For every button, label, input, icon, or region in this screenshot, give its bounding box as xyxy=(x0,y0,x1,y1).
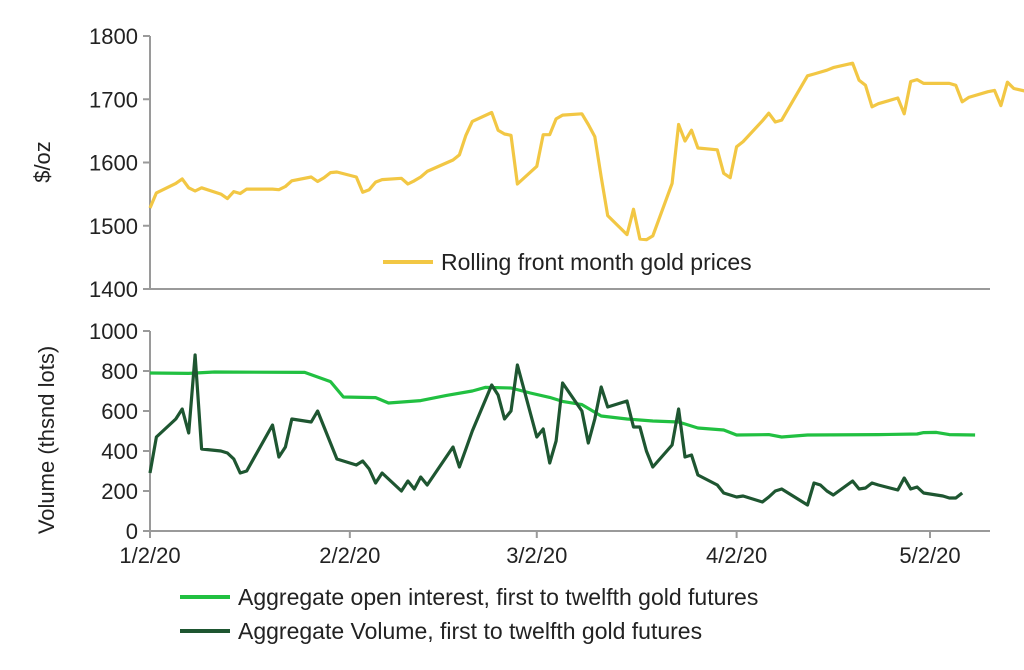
top-y-tick-label: 1800 xyxy=(89,24,138,49)
bottom-y-ticks: 0 200 400 600 800 1000 xyxy=(89,319,150,544)
bottom-y-tick-label: 0 xyxy=(126,519,138,544)
bottom-y-tick-label: 1000 xyxy=(89,319,138,344)
series-line-volume xyxy=(148,353,964,507)
bottom-x-ticks: 1/2/20 2/2/20 3/2/20 4/2/20 5/2/20 xyxy=(119,531,961,568)
bottom-legend: Aggregate open interest, first to twelft… xyxy=(180,584,758,644)
bottom-volume-panel: 0 200 400 600 800 1000 1/2/20 2/2/20 3/2/20 4/2/… xyxy=(34,319,990,644)
legend-label-volume: Aggregate Volume, first to twelfth gold … xyxy=(238,618,702,644)
series-line-gold-price xyxy=(148,61,1024,242)
bottom-x-tick-label: 4/2/20 xyxy=(706,543,767,568)
top-y-tick-label: 1500 xyxy=(89,214,138,239)
top-y-axis-title: $/oz xyxy=(30,141,55,183)
top-series-group xyxy=(148,61,1024,242)
top-y-tick-label: 1700 xyxy=(89,87,138,112)
bottom-x-tick-label: 5/2/20 xyxy=(899,543,960,568)
bottom-x-tick-label: 1/2/20 xyxy=(119,543,180,568)
bottom-y-tick-label: 200 xyxy=(101,479,138,504)
legend-label-open-interest: Aggregate open interest, first to twelft… xyxy=(238,584,758,610)
top-y-ticks: 1400 1500 1600 1700 1800 xyxy=(89,24,150,302)
bottom-y-tick-label: 800 xyxy=(101,359,138,384)
bottom-y-axis-title: Volume (thsnd lots) xyxy=(34,346,59,534)
bottom-y-tick-label: 600 xyxy=(101,399,138,424)
top-y-tick-label: 1400 xyxy=(89,277,138,302)
bottom-x-tick-label: 2/2/20 xyxy=(319,543,380,568)
top-price-panel: 1400 1500 1600 1700 1800 $/oz Rolling front … xyxy=(30,24,1024,302)
bottom-x-tick-label: 3/2/20 xyxy=(506,543,567,568)
legend-label-gold-price: Rolling front month gold prices xyxy=(441,249,752,275)
top-legend: Rolling front month gold prices xyxy=(383,249,752,275)
bottom-y-tick-label: 400 xyxy=(101,439,138,464)
top-y-tick-label: 1600 xyxy=(89,151,138,176)
series-line-open-interest xyxy=(149,370,976,439)
bottom-series-group xyxy=(148,353,976,507)
